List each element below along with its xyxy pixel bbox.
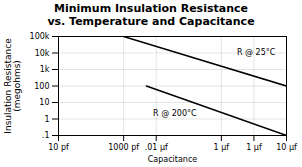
svg-text:1 μf: 1 μf	[246, 143, 262, 152]
html-text:Minimum Insulation Resistance: Minimum Insulation Resistance vs. Temper…	[47, 2, 255, 28]
svg-text:100: 100	[34, 82, 49, 91]
svg-text:1: 1	[44, 115, 49, 124]
svg-text:1 μf: 1 μf	[214, 143, 230, 152]
svg-text:.1: .1	[42, 131, 50, 140]
svg-text:10 pf: 10 pf	[48, 143, 69, 152]
svg-text:R @ 200°C: R @ 200°C	[153, 109, 197, 118]
svg-text:R @ 25°C: R @ 25°C	[237, 48, 276, 57]
svg-text:100k: 100k	[30, 32, 50, 41]
svg-text:Capacitance: Capacitance	[148, 155, 198, 164]
svg-text:10k: 10k	[35, 49, 50, 58]
svg-text:10: 10	[39, 98, 49, 107]
svg-text:1k: 1k	[40, 65, 50, 74]
svg-text:Insulation Resistance(megohms): Insulation Resistance(megohms)	[3, 38, 22, 134]
svg-text:.01 μf: .01 μf	[145, 143, 168, 152]
svg-text:10 μf: 10 μf	[276, 143, 297, 152]
svg-text:1000 pf: 1000 pf	[108, 143, 139, 152]
